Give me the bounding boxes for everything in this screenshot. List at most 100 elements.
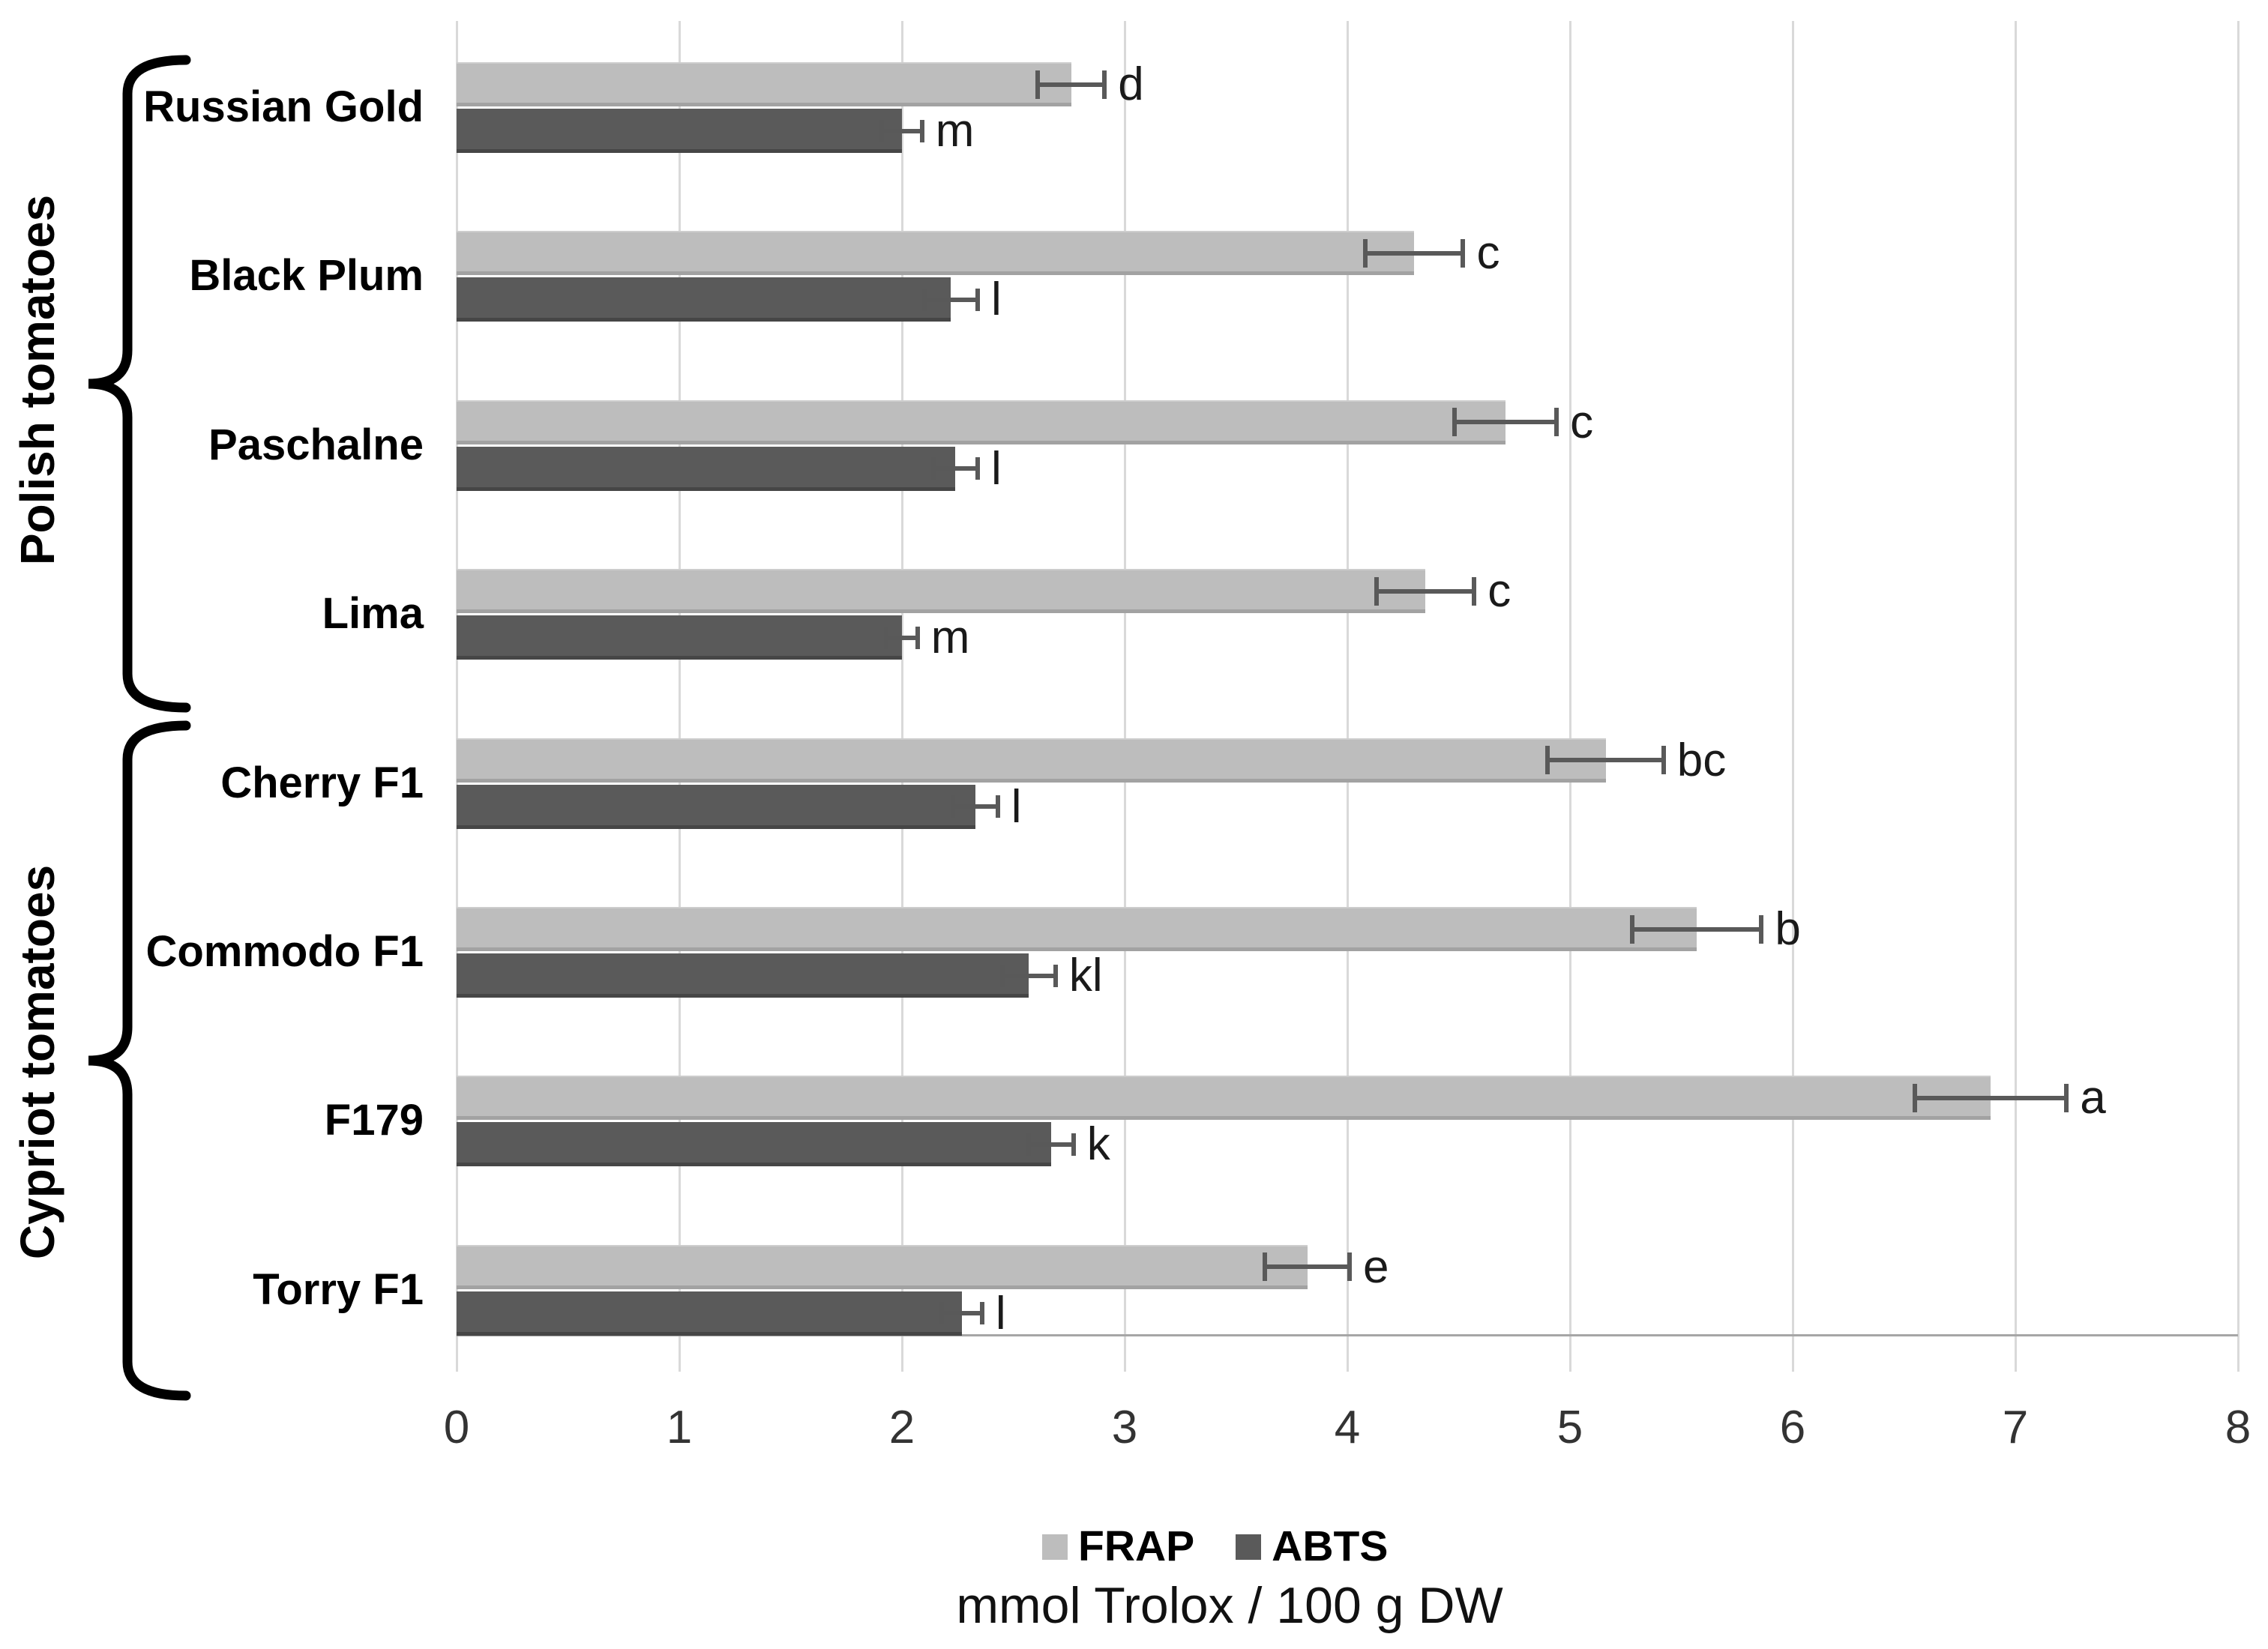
tick-mark-6 — [1792, 1334, 1794, 1372]
bar-frap-lima — [457, 569, 1425, 614]
sig-letter-abts-black-plum: l — [990, 274, 1002, 326]
tick-mark-5 — [1569, 1334, 1571, 1372]
bar-frap-russian-gold — [457, 62, 1071, 106]
error-cap-left — [939, 1302, 945, 1325]
error-cap-right — [2064, 1083, 2069, 1112]
bar-abts-torry-f1 — [457, 1291, 963, 1336]
category-label-f179: F179 — [324, 1096, 424, 1145]
error-cap-right — [975, 288, 980, 311]
error-bar-abts-cherry-f1 — [953, 804, 998, 810]
bar-frap-black-plum — [457, 231, 1415, 276]
error-cap-left — [1035, 70, 1041, 99]
gridline-4 — [1347, 21, 1349, 1334]
error-cap-left — [930, 457, 936, 480]
error-cap-right — [1102, 70, 1107, 99]
error-cap-right — [1071, 1133, 1076, 1156]
category-label-cherry-f1: Cherry F1 — [220, 758, 424, 807]
sig-letter-frap-commodo-f1: b — [1775, 903, 1801, 955]
sig-letter-abts-f179: k — [1086, 1118, 1110, 1171]
tick-mark-8 — [2237, 1334, 2240, 1372]
x-tick-label-6: 6 — [1779, 1402, 1806, 1453]
gridline-6 — [1792, 21, 1794, 1334]
sig-letter-abts-commodo-f1: kl — [1068, 950, 1103, 1001]
error-cap-left — [879, 119, 885, 142]
error-bar-abts-commodo-f1 — [1002, 973, 1056, 978]
legend-label-abts: ABTS — [1272, 1522, 1389, 1570]
sig-letter-abts-cherry-f1: l — [1011, 780, 1022, 833]
error-bar-abts-torry-f1 — [942, 1311, 982, 1316]
category-label-commodo-f1: Commodo F1 — [145, 927, 424, 976]
sig-letter-abts-lima: m — [930, 612, 970, 664]
error-cap-left — [884, 626, 889, 649]
gridline-1 — [679, 21, 681, 1334]
bar-abts-commodo-f1 — [457, 953, 1029, 998]
category-label-russian-gold: Russian Gold — [143, 82, 424, 131]
gridline-7 — [2015, 21, 2017, 1334]
bar-abts-lima — [457, 615, 902, 660]
error-bar-abts-f179 — [1029, 1142, 1074, 1147]
category-axis-line — [457, 1334, 2238, 1336]
error-bar-abts-paschalne — [933, 466, 978, 471]
sig-letter-frap-russian-gold: d — [1118, 58, 1144, 110]
gridline-5 — [1569, 21, 1571, 1334]
error-bar-frap-lima — [1376, 588, 1475, 594]
error-bar-frap-f179 — [1915, 1095, 2067, 1100]
sig-letter-abts-paschalne: l — [990, 442, 1002, 495]
bar-frap-paschalne — [457, 400, 1506, 444]
error-cap-left — [921, 288, 927, 311]
sig-letter-frap-f179: a — [2080, 1072, 2106, 1124]
legend-item-abts: ABTS — [1236, 1525, 1388, 1568]
error-cap-left — [1026, 1133, 1032, 1156]
tick-mark-7 — [2015, 1334, 2017, 1372]
error-cap-left — [951, 795, 956, 819]
x-axis-title: mmol Trolox / 100 g DW — [956, 1577, 1503, 1634]
error-cap-left — [1630, 914, 1635, 944]
error-cap-right — [975, 457, 980, 480]
category-label-torry-f1: Torry F1 — [253, 1264, 424, 1314]
bar-frap-cherry-f1 — [457, 738, 1606, 783]
sig-letter-abts-torry-f1: l — [995, 1287, 1006, 1339]
error-cap-left — [1545, 746, 1550, 775]
bar-frap-commodo-f1 — [457, 907, 1697, 951]
error-bar-abts-black-plum — [924, 297, 978, 302]
bar-abts-russian-gold — [457, 109, 902, 153]
bar-abts-paschalne — [457, 446, 956, 491]
x-tick-label-3: 3 — [1111, 1402, 1138, 1453]
x-tick-label-7: 7 — [2002, 1402, 2029, 1453]
error-cap-right — [1554, 408, 1559, 437]
category-label-paschalne: Paschalne — [208, 420, 424, 469]
x-tick-label-2: 2 — [888, 1402, 915, 1453]
tick-mark-3 — [1124, 1334, 1126, 1372]
error-cap-right — [1759, 914, 1764, 944]
gridline-8 — [2237, 21, 2240, 1334]
error-cap-left — [1913, 1083, 1918, 1112]
error-bar-frap-black-plum — [1365, 250, 1464, 256]
abts-swatch-icon — [1236, 1534, 1262, 1560]
legend-label-frap: FRAP — [1078, 1522, 1195, 1570]
gridline-2 — [901, 21, 903, 1334]
tick-mark-0 — [456, 1334, 458, 1372]
error-cap-left — [1362, 238, 1368, 268]
error-bar-frap-torry-f1 — [1265, 1264, 1350, 1270]
error-bar-abts-russian-gold — [882, 128, 922, 133]
error-cap-right — [995, 795, 1000, 819]
sig-letter-frap-torry-f1: e — [1362, 1240, 1389, 1293]
sig-letter-frap-black-plum: c — [1476, 227, 1500, 280]
category-label-lima: Lima — [322, 589, 424, 639]
category-label-black-plum: Black Plum — [189, 251, 424, 301]
cypriot-tomatoes-brace — [88, 720, 191, 1401]
error-bar-frap-paschalne — [1454, 420, 1557, 425]
error-cap-right — [1347, 1252, 1352, 1282]
error-cap-right — [979, 1302, 984, 1325]
error-bar-abts-lima — [886, 635, 918, 640]
bar-abts-black-plum — [457, 277, 951, 322]
tick-mark-2 — [901, 1334, 903, 1372]
error-cap-left — [1452, 408, 1457, 437]
error-cap-left — [1374, 576, 1379, 606]
error-bar-frap-russian-gold — [1038, 82, 1105, 87]
error-cap-right — [1661, 746, 1666, 775]
bar-frap-f179 — [457, 1076, 1991, 1121]
legend-item-frap: FRAP — [1042, 1525, 1194, 1568]
bar-abts-cherry-f1 — [457, 784, 975, 829]
